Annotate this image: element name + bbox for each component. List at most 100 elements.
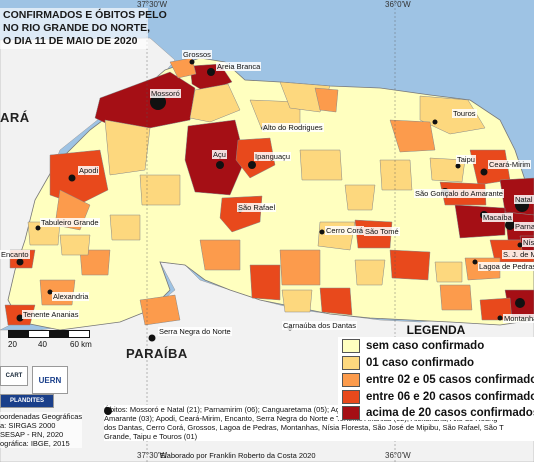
city-label: São Rafael (237, 203, 277, 212)
death-marker (35, 225, 41, 231)
death-marker (68, 174, 76, 182)
city-label: Montanhas (503, 314, 534, 323)
muni-taipu (429, 157, 466, 183)
legend-swatch (342, 355, 360, 370)
city-label: Açu (212, 150, 227, 159)
city-label: Lagoa de Pedras (478, 262, 534, 271)
city-label: Serra Negra do Norte (158, 327, 232, 336)
city-label: Touros (452, 109, 477, 118)
title-line-2: NO RIO GRANDE DO NORTE, (3, 22, 151, 34)
death-marker (189, 59, 195, 65)
plandites-logo-text: PLANDITES (9, 398, 44, 404)
death-marker (472, 259, 478, 265)
death-marker (497, 315, 503, 321)
city-label: Parnamirim (514, 222, 534, 231)
death-marker (248, 161, 256, 169)
muni-joao-camara (389, 119, 436, 153)
death-marker (216, 161, 224, 169)
city-label: Macaíba (482, 213, 513, 222)
muni-grossos (169, 57, 197, 79)
legend-title: LEGENDA (406, 323, 466, 337)
legend: LEGENDA sem caso confirmado 01 caso conf… (338, 323, 534, 420)
legend-label: 01 caso confirmado (366, 356, 475, 369)
uern-logo-text: UERN (38, 375, 62, 385)
state-label-ceara: ARÁ (0, 110, 30, 125)
city-label: Cerro Corá (325, 226, 365, 235)
legend-label: acima de 20 casos confirmados (366, 406, 534, 419)
death-marker (16, 314, 24, 322)
death-marker (505, 220, 515, 230)
muni-nova-cruz (439, 284, 473, 311)
legend-item: sem caso confirmado (338, 337, 534, 354)
death-marker (319, 229, 325, 235)
legend-item: 01 caso confirmado (338, 354, 534, 371)
death-marker (47, 289, 53, 295)
death-marker (455, 163, 461, 169)
coord-top-right: 36°0'W (385, 0, 411, 9)
legend-label: entre 06 e 20 casos confirmados (366, 390, 534, 403)
legend-swatch (342, 405, 360, 420)
obitos-line: Óbitos: Mossoró e Natal (21); Parnamirim… (104, 405, 493, 414)
plandites-logo: PLANDITES (0, 394, 54, 408)
city-label: Natal (514, 195, 534, 204)
city-label: Carnaúba dos Dantas (282, 321, 357, 330)
city-label: S. J. de M. (502, 250, 534, 259)
muni-patu (109, 214, 141, 241)
title-line-1: CONFIRMADOS E ÓBITOS PELO (3, 9, 167, 21)
city-label: Alto do Rodrigues (262, 123, 324, 132)
muni-apodi-n (104, 119, 151, 176)
death-marker (148, 334, 156, 342)
death-marker (432, 119, 438, 125)
credit: Elaborado por Franklin Roberto da Costa … (160, 451, 316, 460)
muni-currais-novos (279, 249, 321, 286)
info-line: a: SIRGAS 2000 (0, 421, 56, 430)
city-label: Tenente Ananias (22, 310, 80, 319)
muni-jardim-serido (249, 264, 281, 301)
obitos-line: Grande, Taipu e Touros (01) (104, 432, 198, 441)
legend-swatch (342, 389, 360, 404)
city-label: Tabuleiro Grande (40, 218, 100, 227)
muni-angicos (299, 149, 343, 181)
uern-logo: UERN (32, 366, 68, 394)
coord-top-left: 37°30'W (137, 0, 168, 9)
muni-umarizal (59, 234, 91, 256)
scale-bar (8, 330, 90, 338)
death-marker (515, 298, 525, 308)
title-line-3: O DIA 11 DE MAIO DE 2020 (3, 35, 138, 47)
death-marker (517, 242, 523, 248)
muni-caico (199, 239, 241, 271)
legend-label: entre 02 e 05 casos confirmados (366, 373, 534, 386)
legend-label: sem caso confirmado (366, 339, 485, 352)
city-label: Ipanguaçu (254, 152, 292, 161)
scale-tick: 20 (8, 340, 17, 349)
coord-bottom-right: 36°0'W (385, 451, 411, 460)
city-label: São Tomé (364, 227, 400, 236)
cart-logo: CART (0, 366, 28, 386)
muni-caraubas (139, 174, 181, 206)
death-marker-legend-icon (104, 407, 112, 415)
scale-tick: 40 (38, 340, 47, 349)
state-label-paraiba: PARAÍBA (126, 346, 188, 361)
muni-sao-jose-campestre (434, 261, 463, 283)
info-line: ográfica: IBGE, 2015 (0, 439, 70, 448)
legend-item: entre 02 e 05 casos confirmados (338, 371, 534, 388)
death-marker (150, 94, 166, 110)
city-label: Mossoró (150, 89, 181, 98)
death-marker (207, 68, 215, 76)
city-label: Ceará-Mirim (488, 160, 532, 169)
muni-lajes (344, 184, 376, 211)
obitos-line: Amarante (03); Apodi, Ceará-Mirim, Encan… (104, 414, 498, 423)
city-label: Taipu (456, 155, 476, 164)
map-title: CONFIRMADOS E ÓBITOS PELO NO RIO GRANDE … (0, 8, 167, 49)
city-label: Encanto (0, 250, 30, 259)
death-marker (480, 168, 488, 176)
info-line: SESAP - RN, 2020 (0, 430, 64, 439)
muni-santa-cruz (389, 249, 431, 281)
info-line: oordenadas Geográficas (0, 412, 83, 421)
muni-serra-negra (139, 294, 181, 326)
muni-apodi (49, 149, 109, 206)
muni-serra-mel (189, 83, 241, 123)
coord-bottom-left: 37°30'W (137, 451, 168, 460)
legend-item: entre 06 e 20 casos confirmados (338, 388, 534, 405)
city-label: Apodi (78, 166, 100, 175)
